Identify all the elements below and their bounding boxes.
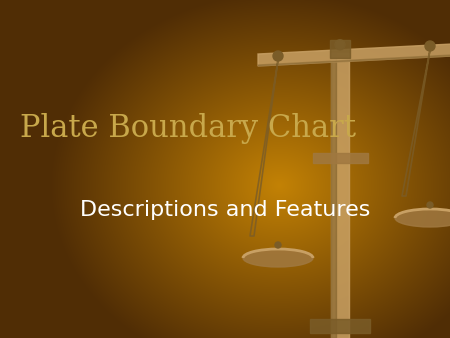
Bar	[330, 40, 350, 58]
Circle shape	[335, 40, 345, 50]
Circle shape	[425, 41, 435, 51]
Bar	[310, 319, 370, 333]
Bar	[312, 153, 368, 163]
Circle shape	[427, 202, 433, 208]
Text: Descriptions and Features: Descriptions and Features	[80, 200, 370, 220]
Bar	[331, 53, 337, 338]
Polygon shape	[258, 44, 450, 66]
Circle shape	[273, 51, 283, 61]
Bar	[331, 53, 349, 338]
Text: Plate Boundary Chart: Plate Boundary Chart	[20, 113, 356, 144]
Polygon shape	[258, 55, 450, 66]
Ellipse shape	[395, 209, 450, 227]
Ellipse shape	[243, 249, 313, 267]
Circle shape	[275, 242, 281, 248]
